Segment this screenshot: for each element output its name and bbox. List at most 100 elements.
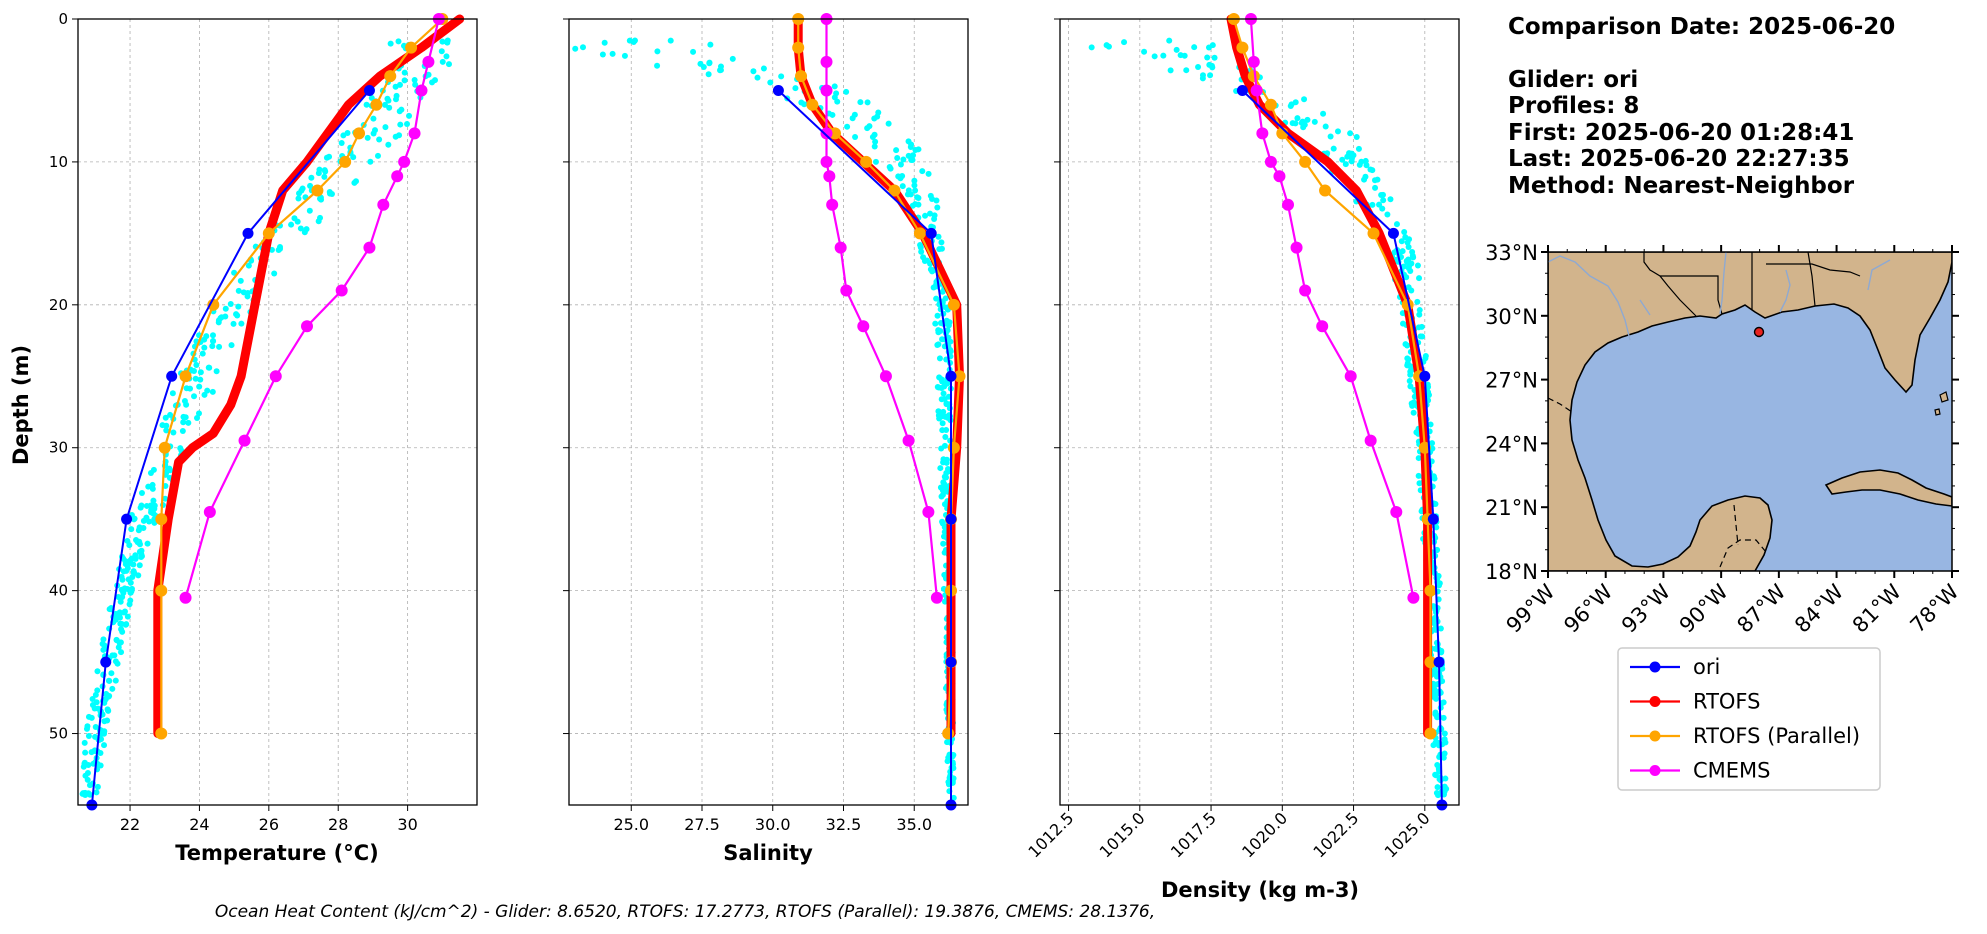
glider-raw-point bbox=[116, 613, 123, 620]
glider-raw-point bbox=[1195, 63, 1202, 70]
map-land-north-america bbox=[1548, 252, 1952, 571]
glider-raw-point bbox=[941, 501, 948, 508]
glider-raw-point bbox=[109, 685, 116, 692]
series-point bbox=[1316, 320, 1329, 333]
glider-raw-point bbox=[1173, 46, 1180, 53]
glider-raw-point bbox=[81, 739, 88, 746]
glider-raw-point bbox=[1379, 205, 1386, 212]
glider-raw-point bbox=[115, 644, 122, 651]
glider-raw-point bbox=[917, 244, 924, 251]
series-point bbox=[792, 41, 805, 54]
x-tick-label: 1025.0 bbox=[1381, 808, 1434, 861]
legend-label: CMEMS bbox=[1693, 759, 1771, 783]
series-line bbox=[1241, 89, 1443, 806]
glider-raw-point bbox=[915, 146, 922, 153]
glider-raw-point bbox=[138, 490, 145, 497]
glider-raw-point bbox=[443, 53, 450, 60]
glider-raw-point bbox=[397, 121, 404, 128]
series-point bbox=[311, 184, 324, 197]
series-point bbox=[820, 84, 833, 97]
glider-raw-point bbox=[937, 320, 944, 327]
glider-name: Glider: ori bbox=[1508, 66, 1639, 93]
glider-raw-point bbox=[201, 344, 208, 351]
series-point bbox=[1344, 370, 1357, 383]
glider-raw-point bbox=[1431, 667, 1438, 674]
map-lat-label: 24°N bbox=[1485, 432, 1538, 456]
series-line bbox=[90, 89, 371, 806]
x-tick-label: 35.0 bbox=[896, 815, 932, 834]
glider-raw-point bbox=[654, 62, 661, 69]
glider-raw-point bbox=[1441, 750, 1448, 757]
glider-raw-point bbox=[234, 312, 241, 319]
glider-raw-point bbox=[130, 561, 137, 568]
series-point bbox=[942, 727, 955, 740]
glider-raw-point bbox=[911, 182, 918, 189]
glider-raw-point bbox=[199, 350, 206, 357]
glider-raw-point bbox=[831, 83, 838, 90]
glider-raw-point bbox=[185, 419, 192, 426]
series-point bbox=[888, 184, 901, 197]
glider-raw-point bbox=[299, 185, 306, 192]
series-point bbox=[363, 241, 376, 254]
glider-raw-point bbox=[1403, 274, 1410, 281]
glider-raw-point bbox=[382, 124, 389, 131]
glider-raw-point bbox=[938, 396, 945, 403]
series-point bbox=[1282, 198, 1294, 211]
glider-raw-point bbox=[935, 327, 942, 334]
glider-raw-point bbox=[690, 48, 697, 55]
glider-raw-point bbox=[308, 174, 315, 181]
glider-raw-point bbox=[939, 518, 946, 525]
glider-raw-point bbox=[301, 229, 308, 236]
glider-raw-point bbox=[934, 204, 941, 211]
series-point bbox=[155, 584, 168, 597]
density-panel: 1012.5 1015.0 1017.5 1020.0 1022.5 1025.0 bbox=[1024, 13, 1460, 861]
map-lon-label: 84°W bbox=[1790, 579, 1848, 637]
glider-raw-point bbox=[1166, 37, 1173, 44]
legend-label: RTOFS bbox=[1693, 690, 1760, 714]
glider-raw-point bbox=[1292, 120, 1299, 127]
glider-raw-point bbox=[1344, 153, 1351, 160]
legend: ori RTOFS RTOFS (Parallel) CMEMS bbox=[1617, 647, 1881, 791]
glider-raw-point bbox=[1320, 110, 1327, 117]
glider-raw-point bbox=[697, 60, 704, 67]
last-profile-time: Last: 2025-06-20 22:27:35 bbox=[1508, 146, 1850, 172]
glider-raw-point bbox=[579, 44, 586, 51]
glider-raw-point bbox=[235, 303, 242, 310]
legend-label: RTOFS (Parallel) bbox=[1693, 724, 1860, 748]
y-tick-label: 40 bbox=[49, 582, 68, 600]
glider-raw-point bbox=[831, 94, 838, 101]
series-point bbox=[820, 127, 833, 140]
glider-raw-point bbox=[849, 115, 856, 122]
glider-raw-point bbox=[864, 125, 871, 132]
glider-raw-point bbox=[1440, 714, 1447, 721]
glider-raw-point bbox=[940, 456, 947, 463]
glider-raw-point bbox=[1191, 44, 1198, 51]
plot-area bbox=[1060, 19, 1459, 805]
x-tick-label: 27.5 bbox=[684, 815, 720, 834]
glider-raw-point bbox=[911, 177, 918, 184]
glider-raw-point bbox=[1398, 238, 1405, 245]
interpolation-method: Method: Nearest-Neighbor bbox=[1508, 172, 1855, 199]
glider-raw-point bbox=[886, 163, 893, 170]
glider-raw-point bbox=[209, 343, 216, 350]
glider-raw-point bbox=[120, 568, 127, 575]
glider-raw-point bbox=[1342, 161, 1349, 168]
series-cmems bbox=[179, 13, 445, 604]
glider-raw-point bbox=[1414, 262, 1421, 269]
map-lon-label: 96°W bbox=[1559, 579, 1617, 637]
glider-raw-point bbox=[1441, 736, 1448, 743]
series-point bbox=[879, 370, 892, 383]
glider-raw-point bbox=[101, 730, 108, 737]
glider-raw-point bbox=[1405, 284, 1412, 291]
glider-raw-point bbox=[705, 71, 712, 78]
map-lon-label: 99°W bbox=[1502, 579, 1560, 637]
glider-raw-point bbox=[943, 401, 950, 408]
glider-raw-point bbox=[306, 207, 313, 214]
glider-raw-point bbox=[872, 158, 879, 165]
series-point bbox=[947, 298, 960, 311]
glider-raw-point bbox=[244, 290, 251, 297]
temperature-panel: 22 24 26 28 30 0 10 20 30 40 50 bbox=[49, 10, 478, 834]
series-point bbox=[207, 298, 220, 311]
glider-raw-point bbox=[82, 772, 89, 779]
glider-raw-point bbox=[288, 221, 295, 228]
